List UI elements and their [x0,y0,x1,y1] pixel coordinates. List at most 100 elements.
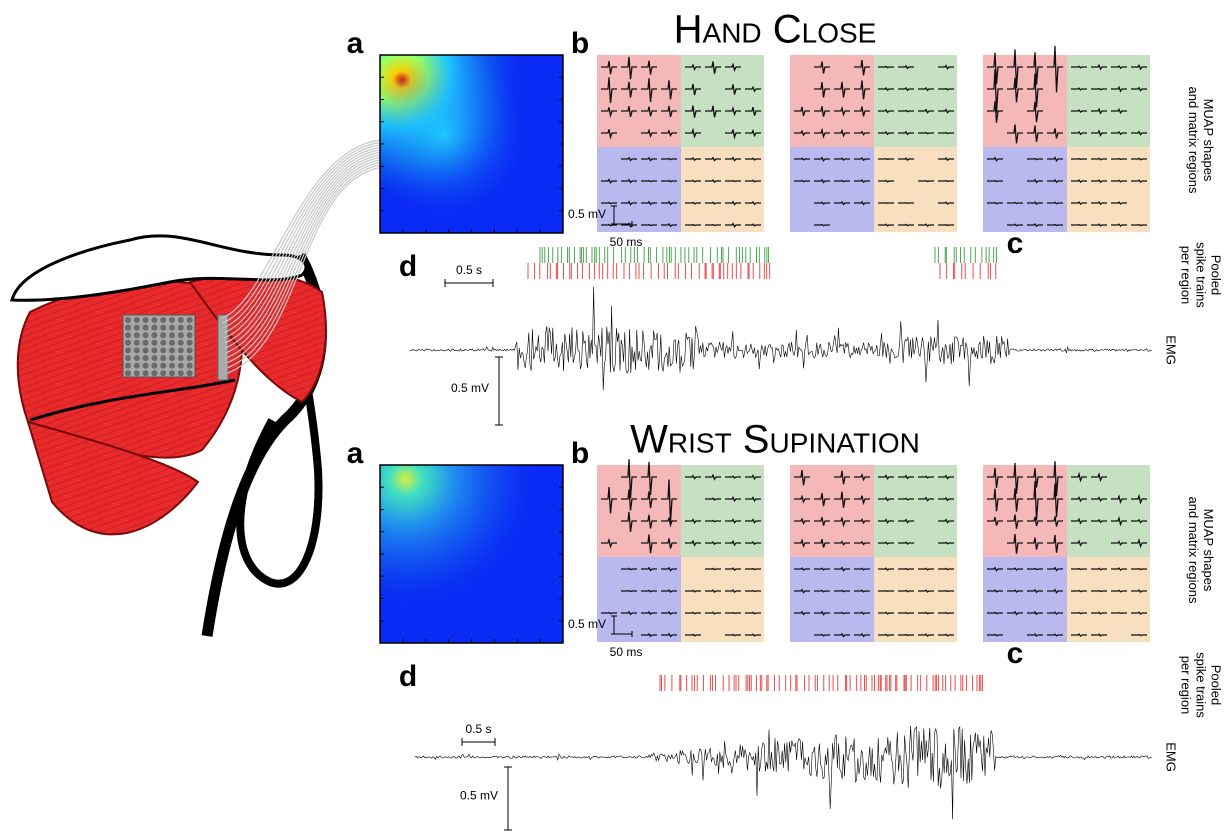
electrode [143,347,149,353]
electrode [187,363,193,369]
electrode [169,370,175,376]
spike-train [935,247,997,263]
electrode [187,347,193,353]
side-label: MUAP shapes [1201,99,1216,182]
electrode [178,355,184,361]
spike-train [528,263,770,279]
electrode [160,370,166,376]
electrode [160,340,166,346]
electrode [187,355,193,361]
panel-letter: b [571,437,589,470]
electrode [151,332,157,338]
electrode [160,317,166,323]
side-label: per region [1179,246,1194,305]
side-label: per region [1179,656,1194,715]
side-label: Pooled [1209,255,1224,295]
side-label: and matrix regions [1186,87,1201,194]
electrode [125,370,131,376]
electrode [169,363,175,369]
electrode [160,355,166,361]
electrode [169,355,175,361]
electrode [125,332,131,338]
figure: Hand Closeabcd0.5 mV50 ms0.5 s0.5 mVMUAP… [0,0,1228,832]
electrode [143,332,149,338]
electrode [169,347,175,353]
emg-trace [415,726,1152,819]
emg-time-label: 0.5 s [456,263,482,277]
electrode [143,370,149,376]
electrode [151,347,157,353]
emg-amp-label: 0.5 mV [451,381,489,395]
spike-train [540,247,769,263]
electrode [187,317,193,323]
electrode [143,355,149,361]
matrix-region [874,557,957,642]
electrode [169,340,175,346]
panel-title: Wrist Supination [630,418,920,462]
electrode [178,317,184,323]
electrode [134,317,140,323]
side-label: Pooled [1209,665,1224,705]
electrode [143,317,149,323]
electrode [143,363,149,369]
matrix-region [1067,147,1150,232]
emg-amp-label: 0.5 mV [460,789,498,803]
emg-time-label: 0.5 s [465,722,491,736]
electrode [125,347,131,353]
matrix-region [597,147,681,232]
panel-letter: b [571,27,589,60]
electrode [178,347,184,353]
muap-scale-time: 50 ms [610,645,643,659]
electrode [134,363,140,369]
electrode [134,347,140,353]
panel-letter: a [347,27,364,60]
electrode [178,370,184,376]
electrode [178,325,184,331]
electrode [151,317,157,323]
electrode [134,355,140,361]
electrode [178,332,184,338]
electrode [160,325,166,331]
electrode [178,340,184,346]
side-label: EMG [1164,335,1179,365]
matrix-region [874,147,957,232]
electrode [134,325,140,331]
side-label: spike trains [1194,652,1209,718]
electrode [160,347,166,353]
electrode [151,370,157,376]
muap-scale-amplitude: 0.5 mV [568,617,606,631]
electrode [151,355,157,361]
electrode [151,340,157,346]
emg-time-bar [445,279,493,287]
electrode [187,370,193,376]
electrode [178,363,184,369]
panel-letter: d [399,660,417,693]
emg-amp-bar [495,357,503,425]
side-label: and matrix regions [1186,497,1201,604]
electrode [134,370,140,376]
emg-time-bar [462,738,495,746]
electrode [187,340,193,346]
electrode [143,325,149,331]
side-label: EMG [1164,742,1179,772]
panel-title: Hand Close [674,8,877,52]
matrix-region [597,557,681,642]
electrode [134,332,140,338]
side-label: spike trains [1194,242,1209,308]
electrode [125,340,131,346]
electrode [169,317,175,323]
electrode [134,340,140,346]
electrode [125,325,131,331]
heatmap-layer [380,55,563,233]
muap-scale-amplitude: 0.5 mV [568,207,606,221]
electrode [160,363,166,369]
emg-amp-bar [504,767,512,830]
heatmap-layer [380,465,563,643]
electrode [125,363,131,369]
matrix-region [681,557,764,642]
electrode [169,332,175,338]
panel-letter: a [347,437,364,470]
electrode [125,317,131,323]
electrode [125,355,131,361]
muscle-illustration [12,140,380,636]
